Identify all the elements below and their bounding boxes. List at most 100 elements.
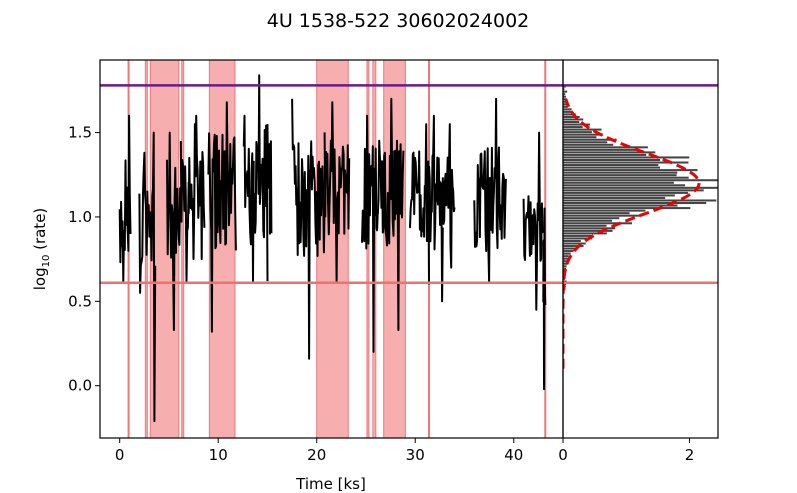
light-curve-segment: [242, 114, 255, 283]
histogram-bar: [563, 169, 698, 172]
light-curve-segment: [252, 74, 269, 282]
histogram-bar: [563, 189, 704, 192]
x-tick-label: 30: [406, 446, 425, 464]
light-curve-x-ticks: 0 10 20 30 40: [115, 438, 523, 464]
light-curve-panel: 0 10 20 30 40 0.00.51.01.5 Time [ks] log10 (…: [31, 59, 564, 493]
histogram-bar: [563, 207, 691, 210]
histogram-bar: [563, 196, 666, 199]
histogram-bar: [563, 128, 602, 131]
threshold-lines: [100, 84, 563, 284]
light-curve-segment: [441, 123, 456, 269]
histogram-bar: [563, 219, 613, 222]
histogram-bar: [563, 209, 646, 212]
histogram-bar: [563, 148, 640, 151]
histogram-x-tick-label: 2: [685, 446, 695, 464]
histogram-bar: [563, 247, 578, 250]
histogram-bar: [563, 164, 659, 167]
y-axis-label: log10 (rate): [31, 208, 52, 291]
histogram-bar: [563, 265, 567, 268]
histogram-bar: [563, 217, 620, 220]
histogram-bar: [563, 161, 689, 164]
histogram-bar: [563, 194, 675, 197]
histogram-bar: [563, 174, 677, 177]
histogram-bar: [563, 90, 568, 93]
histogram-bar: [563, 138, 617, 141]
histogram-bar: [563, 118, 584, 121]
histogram-bar: [563, 262, 568, 265]
histogram-bar: [563, 105, 568, 108]
light-curve-segment: [522, 131, 545, 311]
histogram-bar: [563, 204, 678, 207]
light-curve-y-ticks: 0.0 0.5 1.0 1.5: [68, 124, 100, 395]
histogram-bar: [563, 252, 571, 255]
x-tick-label: 0: [115, 446, 125, 464]
histogram-bar: [563, 184, 686, 187]
gaussian-fit-curve: [563, 98, 701, 369]
histogram-bar: [563, 151, 656, 154]
histogram-bar: [563, 126, 583, 129]
histogram-bar: [563, 171, 678, 174]
histogram-bar: [563, 277, 565, 280]
histogram-bar: [563, 176, 689, 179]
histogram-bar: [563, 108, 572, 111]
x-tick-label: 20: [307, 446, 326, 464]
histogram-bar: [563, 260, 569, 263]
y-tick-label: 1.5: [68, 124, 92, 142]
y-tick-label: 0.5: [68, 292, 92, 310]
histogram-bar: [563, 191, 689, 194]
y-axis-label-subscript: 10: [41, 255, 52, 268]
light-curve-segment: [428, 114, 444, 303]
x-tick-label: 40: [504, 446, 523, 464]
light-curve-segment: [408, 123, 430, 285]
histogram-bar: [563, 166, 660, 169]
histogram-bar: [563, 141, 608, 144]
y-axis-label-main: log: [31, 267, 49, 290]
histogram-bar: [563, 237, 592, 240]
light-curve-segment: [187, 123, 197, 261]
histogram-bar: [563, 250, 574, 253]
histogram-bar: [563, 158, 661, 161]
histogram-bar: [563, 110, 572, 113]
histogram-bar: [563, 186, 718, 189]
light-curve-segment: [146, 131, 157, 423]
histogram-bar: [563, 212, 630, 215]
chart-title: 4U 1538-522 30602024002: [267, 10, 530, 32]
histogram-bar: [563, 136, 597, 139]
light-curve-segment: [361, 114, 379, 353]
histogram-bar: [563, 85, 566, 88]
histogram-bar: [563, 242, 586, 245]
light-curve-segment: [266, 124, 273, 235]
histogram-bar: [563, 95, 566, 98]
histogram-bar: [563, 93, 566, 96]
histogram-bar: [563, 121, 580, 124]
histogram-bar: [563, 245, 584, 248]
y-tick-label: 0.0: [68, 377, 92, 395]
histogram-threshold-lines: [563, 84, 718, 284]
histogram-bar: [563, 156, 690, 159]
light-curve-series: [118, 74, 547, 423]
histogram-bar: [563, 280, 567, 283]
histogram-bar: [563, 123, 590, 126]
histogram-bar: [563, 257, 571, 260]
light-curve-segment: [166, 131, 182, 331]
light-curve-segment: [323, 101, 351, 283]
light-curve-segment: [118, 114, 132, 283]
light-curve-segment: [291, 98, 326, 360]
light-curve-segment: [179, 140, 190, 283]
light-curve-segment: [542, 207, 547, 391]
light-curve-segment: [473, 97, 507, 283]
histogram-bar: [563, 113, 576, 116]
histogram-bar: [563, 214, 641, 217]
gaussian-fit: [563, 98, 701, 369]
histogram-bar: [563, 88, 565, 91]
histogram-bars: [563, 85, 718, 293]
histogram-bar: [563, 202, 707, 205]
histogram-bar: [563, 229, 613, 232]
light-curve-segment: [207, 101, 237, 333]
histogram-bar: [563, 115, 580, 118]
histogram-bar: [563, 224, 607, 227]
y-tick-label: 1.0: [68, 208, 92, 226]
